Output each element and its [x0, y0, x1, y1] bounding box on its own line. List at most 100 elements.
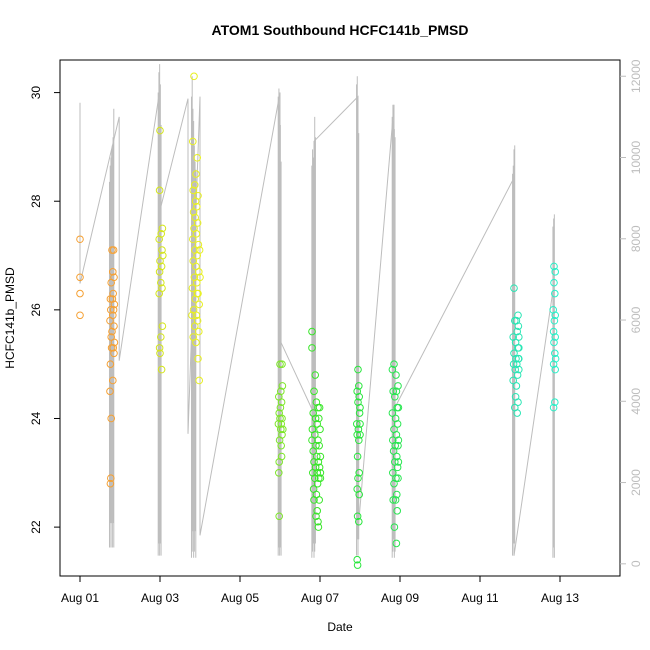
scatter-point [514, 398, 522, 406]
scatter-point [189, 137, 197, 146]
scatter-point [551, 333, 560, 341]
x-tick-label: Aug 03 [141, 591, 179, 605]
y-tick-label: 30 [29, 86, 43, 100]
scatter-point [193, 153, 201, 162]
scatter-point [390, 523, 399, 531]
scatter-point [513, 371, 522, 379]
scatter-point [276, 403, 285, 412]
scatter-point [388, 365, 397, 374]
scatter-point [551, 311, 560, 320]
scatter-group [188, 72, 204, 385]
scatter-point [391, 414, 400, 423]
x-tick-label: Aug 07 [301, 591, 339, 605]
scatter-point [156, 126, 164, 135]
x-tick-label: Aug 11 [461, 591, 498, 605]
x-axis: Aug 01 Aug 03 Aug 05 Aug 07 Aug 09 Aug 11 Aug … [61, 576, 579, 605]
scatter-group [274, 360, 287, 521]
y-axis: 22 24 26 28 30 [29, 86, 60, 534]
scatter-point [189, 208, 198, 216]
scatter-point [388, 409, 397, 417]
scatter-point [355, 382, 363, 390]
scatter-point [513, 409, 522, 417]
scatter-point [515, 333, 523, 341]
scatter-point [108, 327, 116, 336]
scatter-point [188, 311, 196, 320]
scatter-point [157, 262, 166, 271]
scatter-point [279, 425, 287, 434]
scatter-point [195, 300, 203, 309]
right-y-tick-label: 4000 [629, 388, 643, 415]
scatter-point [314, 517, 322, 526]
chart-title: ATOM1 Southbound HCFC141b_PMSD [212, 22, 469, 38]
scatter-point [393, 463, 402, 472]
scatter-point [389, 387, 398, 396]
scatter-point [316, 425, 324, 434]
scatter-point [551, 289, 559, 298]
scatter-point [551, 365, 560, 374]
scatter-point [278, 414, 286, 423]
scatter-point [549, 360, 558, 368]
scatter-point [310, 458, 318, 466]
scatter-point [390, 360, 398, 368]
scatter-point [514, 311, 522, 320]
scatter-point [194, 240, 203, 249]
scatter-point [316, 469, 325, 477]
scatter-point [313, 507, 322, 515]
scatter-point [110, 300, 119, 309]
scatter-point [106, 479, 115, 488]
scatter-point [107, 306, 115, 314]
scatter-point [106, 387, 114, 396]
scatter-point [550, 316, 559, 325]
scatter-point [316, 474, 325, 483]
scatter-group [509, 284, 523, 417]
scatter-point [308, 344, 316, 352]
scatter-point [353, 512, 362, 521]
scatter-point [389, 496, 398, 504]
scatter-point [106, 295, 115, 303]
scatter-point [312, 398, 321, 406]
scatter-point [391, 392, 399, 401]
scatter-point [353, 452, 362, 461]
scatter-point [107, 474, 115, 483]
scatter-point [354, 425, 363, 434]
scatter-point [276, 414, 284, 423]
scatter-point [277, 441, 286, 450]
scatter-point [277, 387, 285, 396]
scatter-point [393, 507, 402, 515]
scatter-point [389, 469, 397, 477]
scatter-point [392, 539, 401, 548]
scatter-point [106, 316, 114, 325]
scatter-point [392, 430, 401, 439]
scatter-point [195, 376, 203, 385]
scatter-point [512, 382, 521, 390]
scatter-point [106, 360, 115, 368]
scatter-point [156, 349, 164, 358]
right-y-tick-label: 2000 [629, 469, 643, 496]
scatter-point [512, 316, 521, 325]
scatter-point [550, 262, 558, 271]
scatter-point [355, 469, 364, 477]
scatter-point [193, 202, 201, 211]
scatter-point [155, 344, 164, 352]
plot-frame [59, 59, 621, 577]
scatter-point [513, 360, 521, 368]
scatter-point [158, 246, 166, 254]
scatter-point [110, 338, 119, 347]
scatter-point [192, 311, 201, 320]
scatter-point [195, 268, 203, 276]
scatter-point [109, 268, 117, 276]
scatter-point [510, 349, 518, 358]
scatter-point [275, 512, 284, 521]
scatter-point [107, 414, 115, 423]
scatter-point [277, 398, 286, 406]
scatter-point [355, 436, 363, 445]
scatter-point [354, 365, 362, 374]
scatter-point [549, 403, 558, 412]
scatter-point [390, 479, 398, 488]
scatter-point [393, 420, 402, 428]
scatter-point [389, 447, 398, 455]
scatter-point [76, 289, 84, 298]
scatter-point [353, 420, 361, 428]
scatter-point [155, 289, 163, 298]
scatter-point [107, 333, 115, 341]
